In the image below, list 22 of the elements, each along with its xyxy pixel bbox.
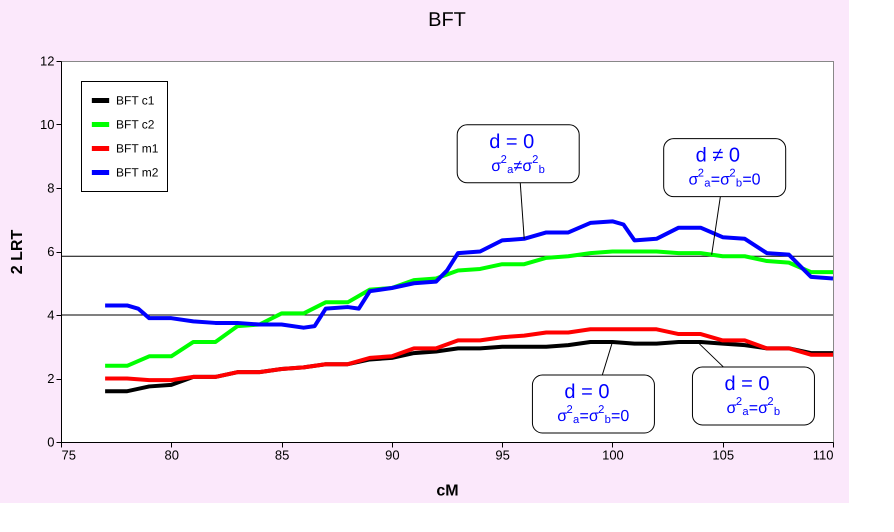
- y-tick-label: 0: [47, 434, 54, 450]
- legend-label: BFT m2: [116, 166, 159, 180]
- x-tick-label: 95: [495, 448, 510, 462]
- legend-label: BFT c2: [116, 118, 155, 132]
- legend-label: BFT m1: [116, 142, 159, 156]
- y-tick-label: 2: [47, 371, 54, 386]
- x-tick-label: 85: [274, 448, 290, 462]
- y-tick-label: 12: [40, 54, 54, 68]
- x-tick-label: 90: [385, 448, 400, 462]
- y-tick-label: 8: [47, 180, 54, 196]
- x-tick-label: 75: [62, 448, 76, 462]
- y-axis-title: 2 LRT: [9, 230, 26, 274]
- chart-title: BFT: [428, 9, 466, 31]
- x-tick-label: 110: [812, 448, 834, 462]
- y-tick-label: 4: [47, 308, 54, 322]
- x-axis-title: cM: [436, 482, 459, 500]
- y-tick-label: 6: [47, 244, 54, 259]
- x-tick-label: 80: [164, 448, 180, 462]
- x-tick-label: 105: [712, 448, 734, 462]
- legend-label: BFT c1: [116, 94, 155, 108]
- y-tick-label: 10: [40, 117, 54, 132]
- x-tick-label: 100: [602, 448, 624, 462]
